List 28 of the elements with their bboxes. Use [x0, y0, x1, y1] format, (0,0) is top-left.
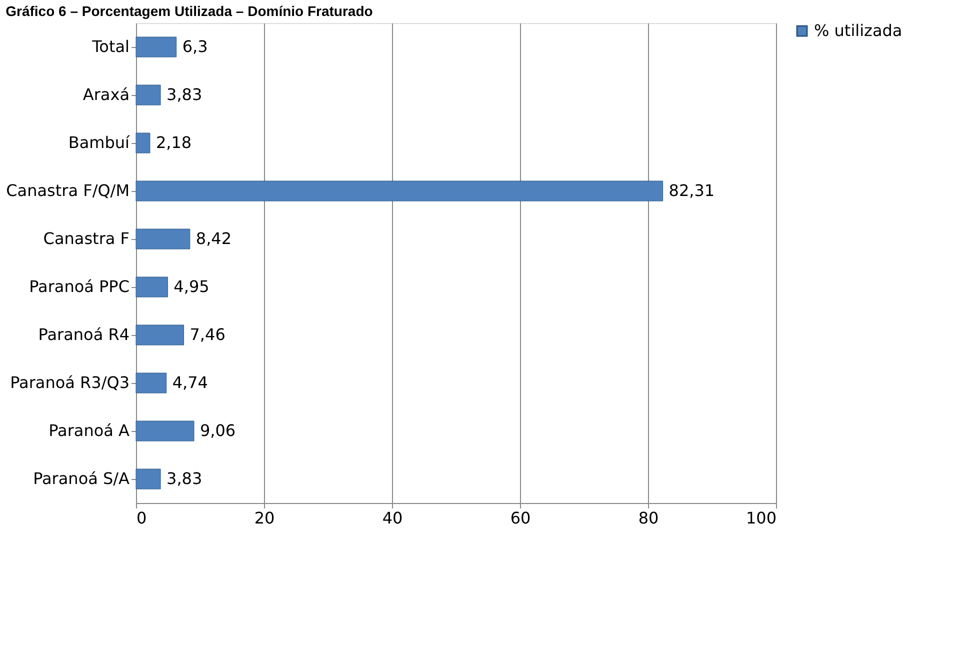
text: 3,83 [166, 469, 202, 488]
y-tick-label: Total [91, 37, 130, 56]
text: 3,83 [166, 85, 202, 104]
x-tick-label: 0 [136, 508, 147, 528]
text: 4,74 [172, 373, 208, 392]
y-tick-label: Canastra F [43, 229, 130, 248]
y-tick-label: Paranoá PPC [29, 277, 130, 296]
x-tick-label: 60 [510, 508, 531, 528]
text: 7,46 [190, 325, 226, 344]
text: 6,3 [182, 37, 208, 56]
y-tick-label: Paranoá R4 [38, 325, 130, 344]
y-tick-label: Paranoá A [48, 421, 130, 440]
text: 9,06 [200, 421, 236, 440]
text: 82,31 [668, 181, 715, 200]
chart-title: Gráfico 6 – Porcentagem Utilizada – Domínio Fraturado [6, 3, 373, 19]
x-tick-label: 100 [746, 508, 776, 528]
text: 4,95 [174, 277, 210, 296]
x-tick-label: 80 [638, 508, 659, 528]
legend-label: % utilizada [814, 21, 902, 40]
y-tick-label: Canastra F/Q/M [6, 181, 130, 200]
x-tick-label: 40 [382, 508, 403, 528]
text: 8,42 [196, 229, 232, 248]
x-tick-label: 20 [254, 508, 275, 528]
y-tick-label: Araxá [82, 85, 130, 104]
text: 2,18 [156, 133, 192, 152]
y-tick-label: Paranoá R3/Q3 [10, 373, 130, 392]
y-tick-label: Paranoá S/A [33, 469, 130, 488]
y-tick-label: Bambuí [68, 133, 130, 152]
